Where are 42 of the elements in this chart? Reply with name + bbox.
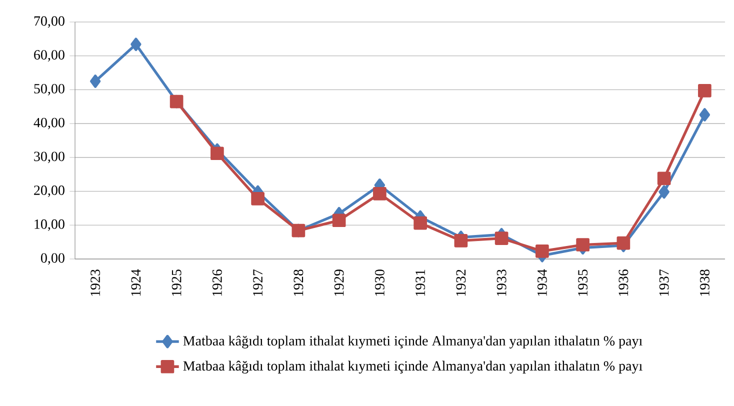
point bbox=[373, 186, 386, 200]
legend-label: Matbaa kâğıdı toplam ithalat kıymeti içinde Almanya'dan yapılan ithalatın % payı bbox=[183, 336, 642, 348]
point bbox=[536, 244, 549, 258]
point bbox=[90, 74, 101, 88]
point bbox=[576, 238, 590, 252]
point bbox=[414, 216, 427, 230]
x-tick-label: 1928 bbox=[294, 270, 304, 296]
x-tick-label: 1924 bbox=[131, 269, 141, 296]
y-tick-label: 40,00 bbox=[34, 118, 64, 130]
point bbox=[332, 214, 346, 228]
y-tick-label: 10,00 bbox=[34, 219, 64, 231]
y-tick-label: 20,00 bbox=[34, 186, 64, 198]
y-tick-label: 60,00 bbox=[34, 50, 64, 62]
x-tick-label: 1929 bbox=[334, 270, 344, 296]
x-tick-label: 1937 bbox=[659, 269, 669, 296]
x-tick-label: 1936 bbox=[618, 269, 628, 296]
point bbox=[657, 172, 671, 186]
x-tick-label: 1932 bbox=[456, 270, 466, 296]
point bbox=[698, 84, 712, 98]
point bbox=[699, 108, 710, 122]
point bbox=[130, 38, 142, 52]
point bbox=[210, 146, 224, 160]
y-tick-label: 30,00 bbox=[34, 152, 64, 164]
x-tick-label: 1927 bbox=[253, 269, 263, 296]
x-tick-label: 1933 bbox=[496, 270, 506, 296]
x-tick-label: 1925 bbox=[172, 270, 182, 296]
x-tick-label: 1930 bbox=[374, 270, 384, 296]
point bbox=[454, 234, 468, 248]
point bbox=[494, 232, 508, 246]
y-tick-label: 50,00 bbox=[34, 84, 64, 96]
legend-label: Matbaa kâğıdı toplam ithalat kıymeti içinde Almanya'dan yapılan ithalatın % payı bbox=[183, 360, 642, 374]
x-tick-label: 1938 bbox=[700, 270, 710, 296]
point bbox=[251, 192, 264, 206]
point bbox=[658, 185, 670, 199]
x-tick-label: 1923 bbox=[90, 270, 100, 296]
y-tick-label: 70,00 bbox=[34, 16, 64, 28]
y-tick-label: 0,00 bbox=[40, 253, 64, 265]
point bbox=[616, 236, 630, 250]
x-tick-label: 1934 bbox=[537, 269, 547, 296]
x-tick-label: 1935 bbox=[578, 270, 588, 296]
x-tick-label: 1926 bbox=[212, 269, 222, 296]
x-tick-label: 1931 bbox=[416, 270, 426, 296]
